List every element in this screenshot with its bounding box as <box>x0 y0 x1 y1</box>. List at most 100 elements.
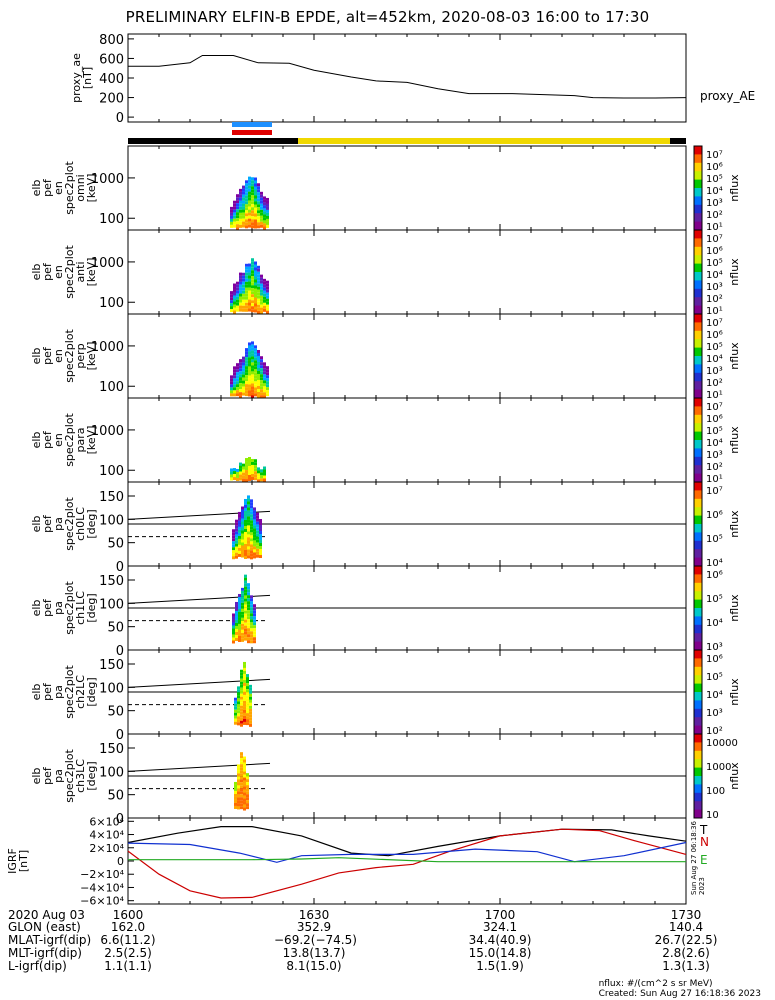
colorbar-tick: 10⁵ <box>706 672 723 683</box>
flux-cell <box>257 265 260 269</box>
flux-cell <box>234 700 237 704</box>
flux-cell <box>263 386 266 390</box>
flux-cell <box>246 791 249 795</box>
flux-cell <box>253 555 256 559</box>
flux-cell <box>237 719 240 723</box>
flux-cell <box>244 586 247 590</box>
flux-cell <box>257 388 260 392</box>
colorbar-anti <box>693 229 703 315</box>
flux-cell <box>248 188 251 192</box>
flux-cell <box>254 381 257 385</box>
flux-cell <box>247 613 250 617</box>
flux-cell <box>245 393 248 397</box>
colorbar-segment <box>694 801 702 811</box>
flux-cell <box>251 359 254 363</box>
flux-cell <box>251 216 254 220</box>
y-tick-label: 50 <box>107 705 124 720</box>
footer-value: 1.5(1.9) <box>476 959 524 973</box>
flux-cell <box>236 281 239 285</box>
flux-cell <box>249 714 252 718</box>
flux-cell <box>257 382 260 386</box>
flux-cell <box>242 365 245 369</box>
flux-cell <box>245 207 248 211</box>
flux-cell <box>248 275 251 279</box>
flux-cell <box>238 617 241 621</box>
flux-cell <box>232 640 235 644</box>
flux-cell <box>251 350 254 354</box>
flux-cell <box>236 221 239 225</box>
flux-cell <box>239 224 242 228</box>
flux-cell <box>244 598 247 602</box>
footer-row-label: MLAT-igrf(dip) <box>8 933 92 947</box>
flux-blob-anti <box>230 258 269 314</box>
igrf-total-line <box>127 826 687 857</box>
flux-cell <box>250 631 253 635</box>
flux-cell <box>240 708 243 712</box>
colorbar-segment <box>694 574 702 584</box>
colorbar-segment <box>694 658 702 668</box>
colorbar-segment <box>694 734 702 743</box>
flux-cell <box>257 183 260 187</box>
colorbar-tick: 10⁶ <box>706 654 723 665</box>
colorbar-segment <box>694 263 702 273</box>
flux-cell <box>241 638 244 642</box>
flux-cell <box>239 465 242 469</box>
flux-cell <box>241 608 244 612</box>
flux-cell <box>249 684 252 688</box>
flux-cell <box>234 790 237 794</box>
flux-cell <box>238 526 241 530</box>
colorbar-segment <box>694 650 702 659</box>
flux-cell <box>253 622 256 626</box>
flux-cell <box>247 601 250 605</box>
y-tick-label: 100 <box>99 513 124 528</box>
flux-cell <box>241 521 244 525</box>
colorbar-segment <box>694 179 702 189</box>
flux-cell <box>260 274 263 278</box>
flux-cell <box>244 616 247 620</box>
flux-cell <box>247 537 250 541</box>
colorbar-segment <box>694 213 702 223</box>
colorbar-segment <box>694 246 702 256</box>
flux-cell <box>251 392 254 396</box>
flux-cell <box>240 687 243 691</box>
flux-cell <box>247 628 250 632</box>
flux-cell <box>236 474 239 478</box>
flux-cell <box>254 195 257 199</box>
flux-cell <box>239 302 242 306</box>
flux-cell <box>241 530 244 534</box>
flux-cell <box>243 801 246 805</box>
flux-cell <box>241 548 244 552</box>
colorbar-tick: 10² <box>706 378 723 389</box>
flux-cell <box>263 196 266 200</box>
flux-cell <box>253 616 256 620</box>
colorbar-tick: 10³ <box>706 642 723 653</box>
colorbar-tick: 10000 <box>706 738 738 749</box>
flux-cell <box>266 372 269 376</box>
flux-cell <box>242 383 245 387</box>
flux-cell <box>266 280 269 284</box>
flux-cell <box>246 773 249 777</box>
flux-cell <box>247 589 250 593</box>
flux-cell <box>248 290 251 294</box>
flux-cell <box>254 366 257 370</box>
flux-cell <box>247 549 250 553</box>
flux-cell <box>254 351 257 355</box>
flux-cell <box>256 542 259 546</box>
flux-cell <box>240 755 243 759</box>
flux-cell <box>245 458 248 462</box>
flux-cell <box>232 619 235 623</box>
flux-cell <box>243 709 246 713</box>
flux-cell <box>230 291 233 295</box>
flux-cell <box>236 299 239 303</box>
time-tick-label: 1730 <box>670 908 702 922</box>
flux-cell <box>247 595 250 599</box>
footer-value: 26.7(22.5) <box>654 933 718 947</box>
flux-cell <box>233 378 236 382</box>
flux-cell <box>242 392 245 396</box>
flux-cell <box>243 694 246 698</box>
flux-cell <box>235 528 238 532</box>
colorbar-segment <box>694 204 702 214</box>
flux-cell <box>238 547 241 551</box>
flux-cell <box>233 366 236 370</box>
flux-cell <box>233 295 236 299</box>
